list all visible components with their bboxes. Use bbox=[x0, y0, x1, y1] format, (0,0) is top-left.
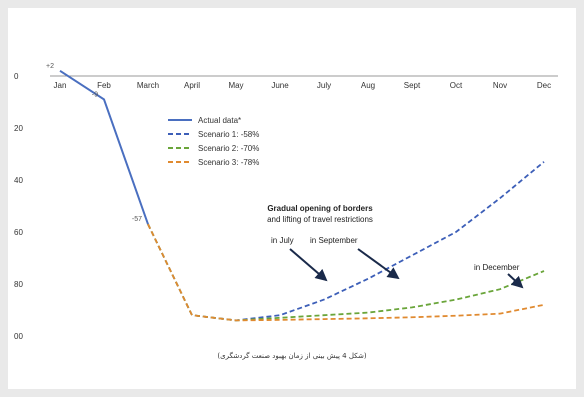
x-tick-label: Dec bbox=[537, 81, 551, 90]
annotation-in-july: in July bbox=[271, 236, 294, 245]
data-label: -9 bbox=[92, 91, 98, 98]
series-line-1 bbox=[59, 69, 149, 225]
annotation-in-december: in December bbox=[474, 263, 520, 272]
y-tick-label: 00 bbox=[14, 332, 23, 341]
series-line-4 bbox=[147, 223, 545, 322]
x-tick-label: Oct bbox=[450, 81, 463, 90]
x-tick-label: Sept bbox=[404, 81, 421, 90]
legend-label: Scenario 3: -78% bbox=[198, 158, 259, 167]
x-tick-label: Aug bbox=[361, 81, 375, 90]
y-tick-label: 60 bbox=[14, 228, 23, 237]
legend-label: Actual data* bbox=[198, 116, 241, 125]
legend-label: Scenario 2: -70% bbox=[198, 144, 259, 153]
y-tick-label: 40 bbox=[14, 176, 23, 185]
annotation-subtitle: and lifting of travel restrictions bbox=[267, 215, 373, 224]
annotation-in-september: in September bbox=[310, 236, 358, 245]
data-label: -57 bbox=[132, 216, 142, 223]
annotation-title: Gradual opening of borders bbox=[267, 204, 373, 213]
x-tick-label: Feb bbox=[97, 81, 111, 90]
x-tick-label: May bbox=[228, 81, 243, 90]
line-chart: Jan Feb March April May June July Aug Sept Oct Nov… bbox=[14, 63, 558, 360]
x-tick-label: Jan bbox=[54, 81, 67, 90]
data-label: +2 bbox=[46, 63, 54, 70]
x-tick-label: Nov bbox=[493, 81, 507, 90]
arrow-december bbox=[507, 273, 524, 289]
x-tick-label: March bbox=[137, 81, 159, 90]
y-tick-label: 20 bbox=[14, 124, 23, 133]
y-tick-label: 0 bbox=[14, 72, 19, 81]
arrow-july bbox=[289, 248, 328, 282]
arrow-september bbox=[357, 248, 400, 280]
x-tick-label: April bbox=[184, 81, 200, 90]
figure-caption: (شکل 4 پیش بینی از زمان بهبود صنعت گردشگ… bbox=[217, 351, 366, 360]
legend-label: Scenario 1: -58% bbox=[198, 130, 259, 139]
x-tick-label: June bbox=[271, 81, 289, 90]
y-tick-label: 80 bbox=[14, 280, 23, 289]
chart-frame: Jan Feb March April May June July Aug Sept Oct Nov… bbox=[8, 8, 576, 389]
x-tick-label: July bbox=[317, 81, 331, 90]
